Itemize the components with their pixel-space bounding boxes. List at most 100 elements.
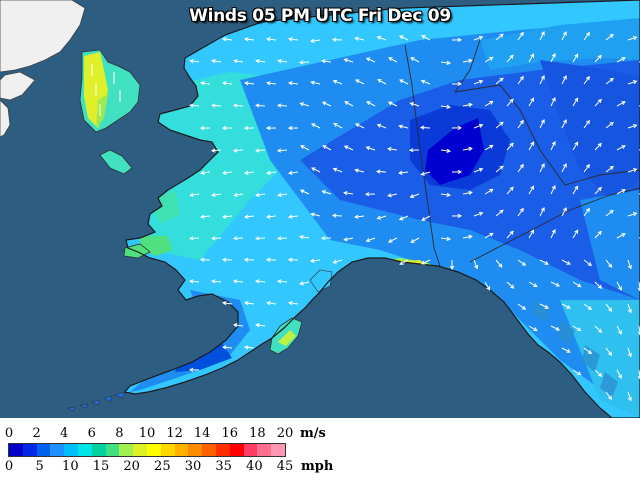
wind-arrow-head xyxy=(544,304,549,309)
wind-arrow xyxy=(376,170,387,173)
ms-tick-label: 2 xyxy=(32,426,41,441)
wind-arrow xyxy=(245,171,255,174)
wind-arrow xyxy=(605,259,612,268)
ms-tick-label: 12 xyxy=(166,426,183,441)
wind-arrow xyxy=(583,259,592,266)
wind-arrow-head xyxy=(530,97,535,102)
wind-arrow xyxy=(605,303,612,312)
wind-arrow xyxy=(234,60,244,63)
wind-arrow xyxy=(388,101,398,107)
wind-arrow-head xyxy=(587,261,593,266)
wind-arrow-head xyxy=(376,215,381,220)
wind-arrow-head xyxy=(633,80,638,85)
wind-arrow xyxy=(550,185,556,195)
wind-arrow-head xyxy=(562,31,567,36)
wind-arrow-head xyxy=(627,397,632,402)
wind-arrow xyxy=(605,166,614,173)
wind-arrow-head xyxy=(551,52,556,58)
wind-arrow-head xyxy=(211,58,216,64)
wind-arrow-head xyxy=(566,304,571,309)
wind-arrow xyxy=(377,124,387,129)
wind-arrow xyxy=(517,303,526,310)
wind-arrow xyxy=(289,38,299,41)
wind-arrow xyxy=(539,303,549,309)
wind-arrow-head xyxy=(597,230,602,235)
wind-arrow-head xyxy=(446,60,451,65)
wind-arrow xyxy=(377,215,387,220)
wind-arrow xyxy=(517,164,524,173)
wind-arrow xyxy=(550,97,556,107)
wind-arrow-head xyxy=(276,236,282,241)
wind-arrow-head xyxy=(621,145,626,149)
wind-arrow xyxy=(189,280,200,283)
ms-tick-label: 4 xyxy=(60,426,69,441)
wind-arrow-head xyxy=(637,287,640,292)
wind-arrow-head xyxy=(608,307,613,312)
wind-arrow xyxy=(627,36,637,41)
wind-arrow xyxy=(300,281,310,285)
wind-arrow-head xyxy=(585,119,590,125)
wind-arrow-head xyxy=(233,279,238,284)
wind-arrow-head xyxy=(287,257,293,262)
wind-arrow xyxy=(462,191,472,195)
wind-arrow xyxy=(517,76,524,85)
wind-arrow-head xyxy=(244,301,249,306)
wind-arrow xyxy=(377,79,387,85)
wind-arrow xyxy=(399,259,409,265)
wind-arrow-head xyxy=(587,305,593,310)
mph-tick-label: 35 xyxy=(215,459,232,474)
mph-tick-label: 10 xyxy=(62,459,79,474)
wind-arrow-head xyxy=(574,97,579,102)
mph-tick-label: 15 xyxy=(92,459,110,474)
wind-arrow xyxy=(189,104,200,107)
wind-arrow xyxy=(539,75,545,85)
wind-arrow xyxy=(605,391,612,400)
wind-arrow-head xyxy=(321,59,326,64)
wind-arrow xyxy=(473,212,483,217)
ms-tick-label: 6 xyxy=(87,426,96,441)
colorbar-swatch xyxy=(188,444,203,456)
wind-arrow-head xyxy=(408,148,414,153)
wind-arrow xyxy=(212,60,222,63)
wind-arrow xyxy=(322,190,332,195)
wind-arrow-head xyxy=(621,189,626,193)
wind-arrow xyxy=(627,80,637,85)
wind-arrow xyxy=(289,171,299,174)
wind-arrow-head xyxy=(199,125,205,131)
wind-arrow xyxy=(245,38,255,41)
wind-arrow-head xyxy=(637,375,640,380)
wind-arrow xyxy=(223,38,233,41)
wind-arrow-head xyxy=(489,100,494,105)
wind-arrow xyxy=(440,105,450,108)
wind-arrow-head xyxy=(446,148,451,153)
wind-arrow xyxy=(594,99,602,107)
wind-arrow-head xyxy=(222,214,227,219)
wind-arrow xyxy=(211,280,222,283)
map-title: Winds 05 PM UTC Fri Dec 09 xyxy=(189,6,451,26)
wind-arrow xyxy=(211,149,222,152)
wind-arrow-head xyxy=(254,236,260,241)
wind-arrow xyxy=(440,149,450,152)
wind-arrow-head xyxy=(609,77,614,82)
wind-arrow-head xyxy=(585,207,590,213)
wind-arrow xyxy=(627,212,637,217)
wind-arrow-head xyxy=(189,192,194,198)
wind-arrow-head xyxy=(618,286,622,291)
wind-arrow-head xyxy=(555,326,561,331)
wind-arrow xyxy=(223,215,233,218)
wind-arrow xyxy=(484,57,494,63)
wind-arrow xyxy=(233,280,244,283)
wind-arrow-head xyxy=(519,207,524,213)
wind-arrow xyxy=(267,302,277,305)
wind-arrow-head xyxy=(468,190,473,195)
wind-arrow xyxy=(506,186,514,195)
wind-arrow xyxy=(399,171,409,174)
wind-arrow-head xyxy=(519,163,524,169)
wind-arrow-head xyxy=(311,123,316,128)
wind-arrow xyxy=(484,101,494,107)
wind-arrow xyxy=(627,347,632,357)
wind-arrow-head xyxy=(354,36,359,41)
wind-arrow-head xyxy=(211,192,216,198)
colorbar-swatch xyxy=(64,444,78,456)
wind-arrow xyxy=(355,37,365,41)
